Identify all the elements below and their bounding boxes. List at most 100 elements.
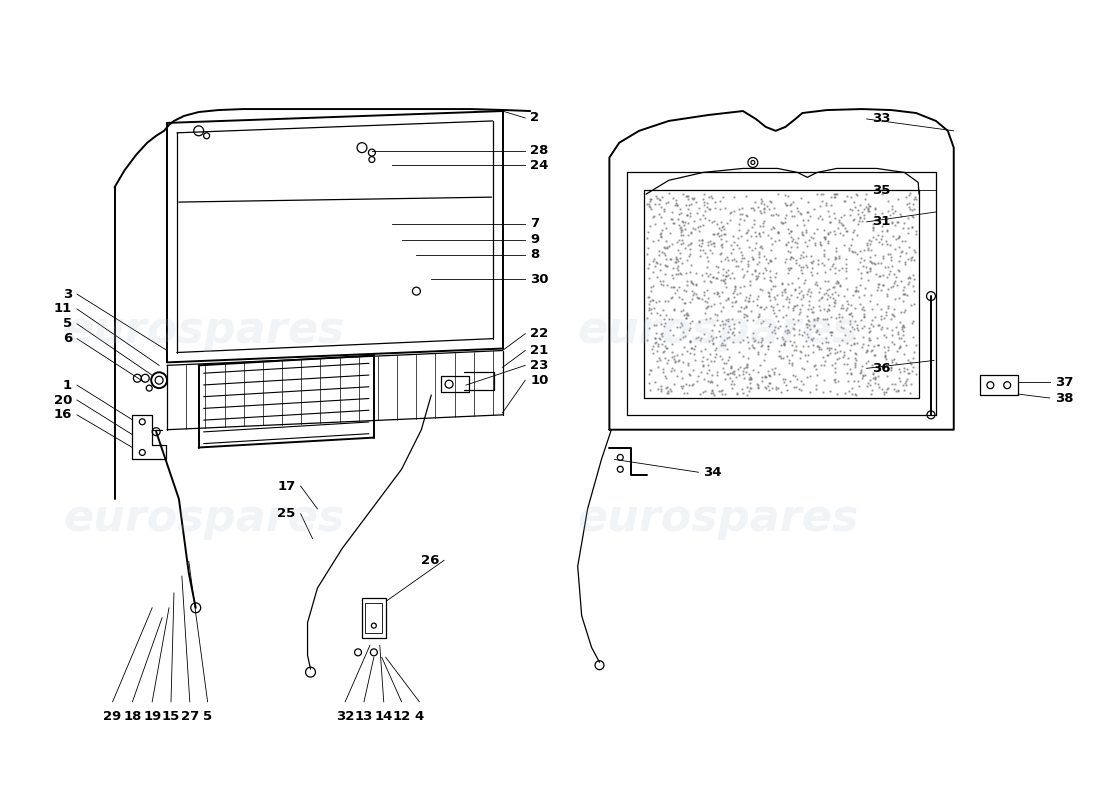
Point <box>724 286 741 299</box>
Point <box>683 314 701 327</box>
Point <box>835 209 852 222</box>
Point <box>667 355 684 368</box>
Point <box>730 368 748 381</box>
Text: eurospares: eurospares <box>578 310 859 352</box>
Point <box>822 326 839 338</box>
Point <box>669 259 686 272</box>
Point <box>705 236 723 249</box>
Point <box>774 310 792 323</box>
Point <box>855 259 872 272</box>
Point <box>896 378 914 391</box>
Point <box>798 239 815 252</box>
Point <box>862 234 880 247</box>
Point <box>666 303 683 316</box>
Point <box>784 232 802 245</box>
Point <box>708 286 726 298</box>
Point <box>862 318 880 331</box>
Point <box>866 249 883 262</box>
Point <box>672 321 690 334</box>
Point <box>905 202 923 215</box>
Point <box>836 194 854 207</box>
Point <box>788 240 805 253</box>
Point <box>792 248 810 261</box>
Point <box>778 324 795 337</box>
Point <box>732 335 749 348</box>
Bar <box>362 598 386 638</box>
Point <box>702 190 719 202</box>
Point <box>865 230 882 243</box>
Point <box>680 357 697 370</box>
Point <box>783 339 801 352</box>
Point <box>879 204 896 217</box>
Point <box>815 288 833 301</box>
Point <box>856 319 873 332</box>
Point <box>705 318 723 331</box>
Point <box>881 264 899 277</box>
Point <box>807 266 825 279</box>
Point <box>741 376 759 389</box>
Point <box>642 285 660 298</box>
Point <box>769 322 786 334</box>
Point <box>724 326 741 338</box>
Point <box>700 190 717 203</box>
Point <box>807 326 825 338</box>
Point <box>678 190 695 202</box>
Point <box>889 384 906 397</box>
Point <box>704 337 722 350</box>
Point <box>759 257 777 270</box>
Point <box>738 359 756 372</box>
Point <box>705 214 723 227</box>
Point <box>801 210 818 222</box>
Point <box>658 278 675 291</box>
Point <box>877 350 894 362</box>
Point <box>873 238 891 250</box>
Text: 7: 7 <box>530 218 539 230</box>
Point <box>816 266 834 278</box>
Point <box>675 218 693 231</box>
Point <box>647 190 664 202</box>
Text: 23: 23 <box>530 359 549 372</box>
Point <box>712 350 729 362</box>
Point <box>745 327 762 340</box>
Point <box>900 226 917 239</box>
Point <box>660 239 678 252</box>
Point <box>777 282 794 295</box>
Point <box>873 187 891 200</box>
Point <box>849 285 867 298</box>
Point <box>738 310 756 322</box>
Point <box>770 345 788 358</box>
Point <box>640 272 658 285</box>
Point <box>748 258 766 270</box>
Point <box>714 238 732 251</box>
Point <box>667 198 684 211</box>
Point <box>846 195 864 208</box>
Point <box>760 286 778 299</box>
Point <box>651 274 669 287</box>
Point <box>789 372 806 385</box>
Point <box>873 278 891 291</box>
Point <box>639 290 657 303</box>
Point <box>690 315 707 328</box>
Point <box>716 318 734 330</box>
Point <box>788 254 805 267</box>
Point <box>798 205 815 218</box>
Point <box>654 366 672 378</box>
Point <box>691 213 708 226</box>
Point <box>793 329 811 342</box>
Point <box>883 202 901 215</box>
Point <box>845 337 862 350</box>
Point <box>860 200 878 213</box>
Point <box>673 226 691 238</box>
Point <box>738 265 756 278</box>
Point <box>825 207 843 220</box>
Point <box>790 281 807 294</box>
Point <box>780 226 798 239</box>
Point <box>729 231 747 244</box>
Text: eurospares: eurospares <box>578 498 859 540</box>
Point <box>780 354 798 366</box>
Point <box>871 361 889 374</box>
Point <box>761 370 779 382</box>
Point <box>698 301 716 314</box>
Point <box>898 372 915 385</box>
Point <box>650 208 668 221</box>
